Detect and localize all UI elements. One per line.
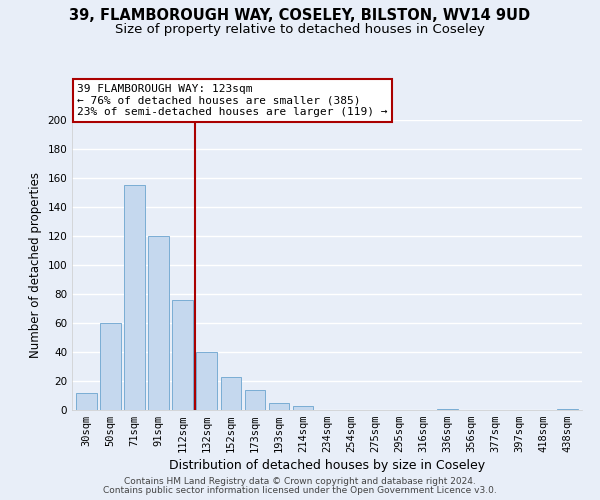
Bar [269, 403, 289, 410]
Text: Contains public sector information licensed under the Open Government Licence v3: Contains public sector information licen… [103, 486, 497, 495]
Bar [437, 408, 458, 410]
X-axis label: Distribution of detached houses by size in Coseley: Distribution of detached houses by size … [169, 460, 485, 472]
Bar [293, 406, 313, 410]
Bar [100, 323, 121, 410]
Bar [221, 376, 241, 410]
Bar [148, 236, 169, 410]
Bar [76, 392, 97, 410]
Bar [124, 185, 145, 410]
Text: 39 FLAMBOROUGH WAY: 123sqm
← 76% of detached houses are smaller (385)
23% of sem: 39 FLAMBOROUGH WAY: 123sqm ← 76% of deta… [77, 84, 388, 117]
Text: Size of property relative to detached houses in Coseley: Size of property relative to detached ho… [115, 22, 485, 36]
Bar [196, 352, 217, 410]
Y-axis label: Number of detached properties: Number of detached properties [29, 172, 42, 358]
Text: Contains HM Land Registry data © Crown copyright and database right 2024.: Contains HM Land Registry data © Crown c… [124, 477, 476, 486]
Bar [245, 390, 265, 410]
Bar [172, 300, 193, 410]
Text: 39, FLAMBOROUGH WAY, COSELEY, BILSTON, WV14 9UD: 39, FLAMBOROUGH WAY, COSELEY, BILSTON, W… [70, 8, 530, 22]
Bar [557, 408, 578, 410]
